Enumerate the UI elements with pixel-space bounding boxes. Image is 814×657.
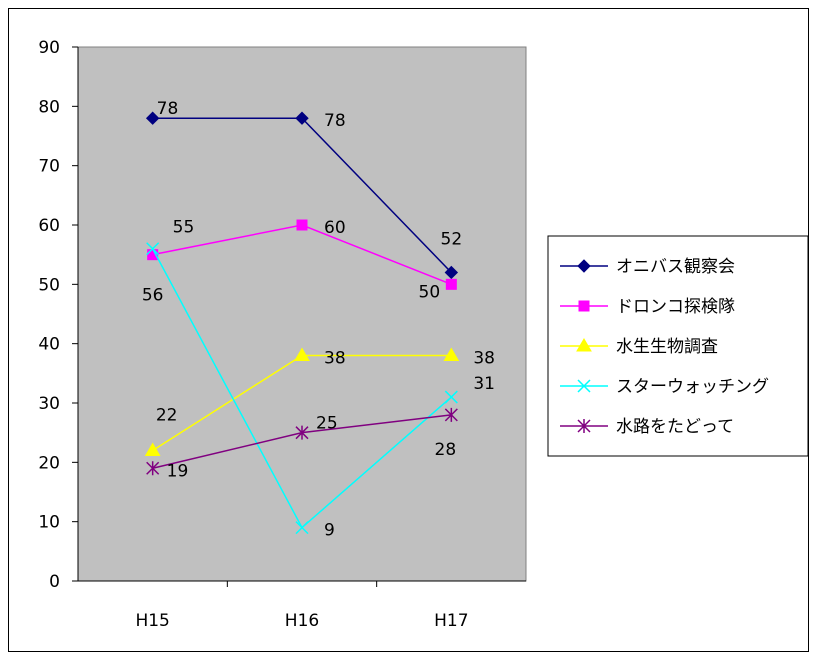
marker-diamond bbox=[295, 111, 309, 125]
data-label: 28 bbox=[435, 440, 457, 460]
series-5 bbox=[146, 407, 458, 476]
series-3 bbox=[144, 347, 460, 456]
legend-item: ドロンコ探検隊 bbox=[560, 297, 735, 317]
legend-label: スターウォッチング bbox=[616, 377, 769, 397]
y-tick-label: 60 bbox=[38, 216, 60, 236]
y-tick-label: 50 bbox=[38, 275, 60, 295]
y-tick-label: 70 bbox=[38, 157, 60, 177]
legend-item: 水生生物調査 bbox=[560, 337, 718, 357]
data-label: 78 bbox=[157, 99, 179, 119]
marker-triangle bbox=[144, 442, 161, 456]
marker-x bbox=[577, 379, 591, 393]
y-tick-label: 90 bbox=[38, 38, 60, 58]
series-layer bbox=[144, 111, 460, 535]
series-4 bbox=[146, 242, 458, 535]
marker-diamond bbox=[145, 111, 160, 125]
data-label: 38 bbox=[473, 349, 495, 369]
x-tick-label: H17 bbox=[434, 611, 468, 631]
data-label: 38 bbox=[324, 349, 346, 369]
data-label: 19 bbox=[167, 461, 189, 481]
legend-label: 水路をたどって bbox=[616, 417, 734, 437]
marker-star bbox=[444, 407, 458, 422]
marker-triangle bbox=[294, 347, 310, 362]
marker-square bbox=[296, 219, 308, 231]
series-1 bbox=[145, 111, 459, 280]
marker-x bbox=[146, 242, 160, 256]
data-label: 50 bbox=[419, 282, 441, 302]
x-tick-label: H15 bbox=[135, 611, 169, 631]
x-tick-label: H16 bbox=[285, 611, 319, 631]
marker-square bbox=[578, 300, 590, 312]
marker-diamond bbox=[444, 265, 459, 280]
y-tick-label: 0 bbox=[49, 572, 60, 592]
data-labels-layer: 78 78 52 55 60 50 22 38 38 56 9 31 19 25 28 bbox=[142, 99, 495, 540]
y-tick-label: 10 bbox=[38, 513, 60, 533]
legend-item: スターウォッチング bbox=[560, 377, 769, 397]
y-tick-label: 30 bbox=[38, 394, 60, 414]
y-tick-label: 80 bbox=[38, 97, 60, 117]
marker-diamond bbox=[577, 259, 591, 273]
plot-area bbox=[77, 46, 527, 582]
marker-x bbox=[295, 521, 309, 535]
data-label: 9 bbox=[324, 521, 335, 541]
data-label: 52 bbox=[441, 229, 463, 249]
data-label: 31 bbox=[473, 374, 495, 394]
data-label: 55 bbox=[173, 218, 195, 238]
y-tick-label: 20 bbox=[38, 453, 60, 473]
axes: 0 10 20 30 40 50 60 70 80 90 H15 H16 H17 bbox=[38, 38, 526, 631]
legend-label: オニバス観察会 bbox=[616, 257, 735, 277]
y-tick-label: 40 bbox=[38, 335, 60, 355]
marker-triangle bbox=[576, 338, 592, 352]
marker-triangle bbox=[443, 347, 460, 362]
legend-item: オニバス観察会 bbox=[560, 257, 735, 277]
marker-star bbox=[577, 419, 591, 433]
legend-label: 水生生物調査 bbox=[616, 337, 718, 357]
marker-x bbox=[444, 390, 458, 404]
legend-item: 水路をたどって bbox=[560, 417, 734, 437]
marker-square bbox=[445, 278, 457, 290]
data-label: 22 bbox=[156, 405, 178, 425]
data-label: 56 bbox=[142, 286, 164, 306]
marker-star bbox=[295, 425, 309, 440]
legend-label: ドロンコ探検隊 bbox=[616, 297, 735, 317]
marker-star bbox=[146, 461, 160, 476]
data-label: 78 bbox=[324, 111, 346, 131]
data-label: 25 bbox=[316, 414, 338, 434]
data-label: 60 bbox=[324, 218, 346, 238]
